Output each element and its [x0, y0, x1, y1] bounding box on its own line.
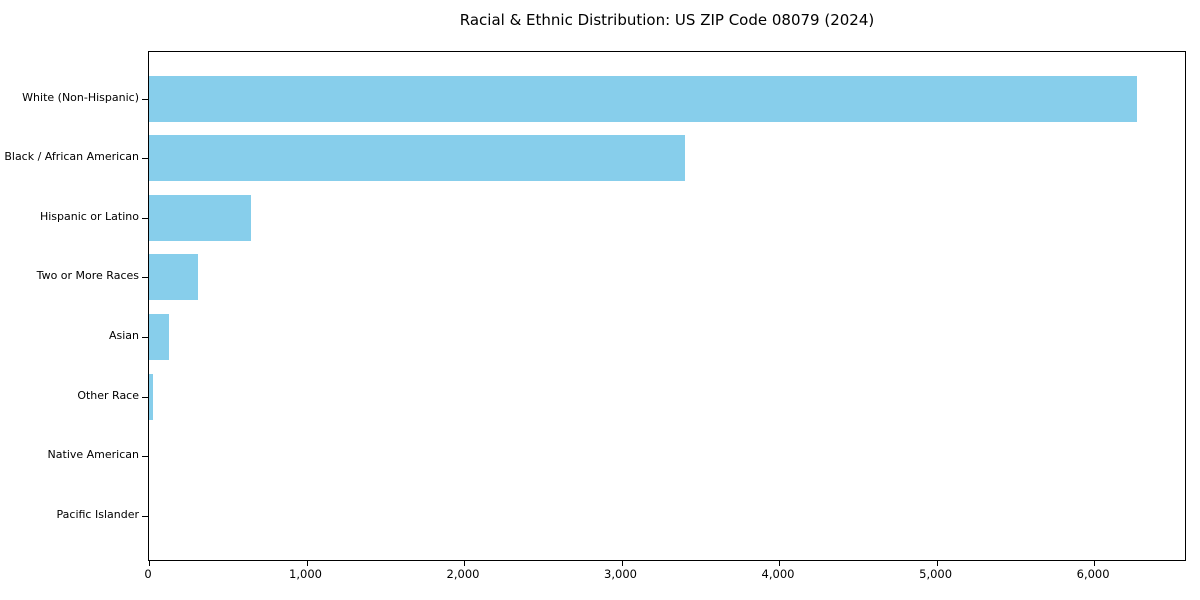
plot-area [142, 51, 1186, 566]
bar-asian [149, 314, 169, 361]
x-label-2000: 2,000 [446, 567, 480, 581]
x-tick-3000 [621, 560, 623, 566]
x-tick-5000 [936, 560, 938, 566]
x-tick-0 [149, 560, 150, 566]
bar-black-african-american [149, 135, 685, 182]
x-label-0: 0 [144, 567, 152, 581]
x-tick-4000 [779, 560, 780, 566]
y-label-asian: Asian [108, 329, 139, 343]
y-label-hispanic-or-latino: Hispanic or Latino [39, 209, 139, 223]
bar-hispanic-or-latino [149, 194, 251, 241]
bar-white-non-hispanic [149, 75, 1137, 122]
x-tick-6000 [1094, 560, 1096, 566]
y-label-two-or-more-races: Two or More Races [36, 269, 139, 283]
x-label-5000: 5,000 [919, 567, 953, 581]
y-tick-white-non-hispanic [142, 98, 148, 100]
y-label-other-race: Other Race [77, 388, 139, 402]
x-label-3000: 3,000 [604, 567, 637, 581]
y-label-pacific-islander: Pacific Islander [56, 508, 139, 521]
y-tick-pacific-islander [142, 516, 148, 517]
x-label-1000: 1,000 [289, 567, 322, 581]
bar-two-or-more-races [149, 254, 198, 301]
y-tick-native-american [142, 456, 148, 458]
bar-other-race [149, 373, 153, 420]
y-tick-hispanic-or-latino [142, 217, 148, 219]
x-tick-2000 [464, 560, 465, 566]
y-tick-two-or-more-races [142, 277, 148, 279]
chart-title: Racial & Ethnic Distribution: US ZIP Cod… [459, 11, 875, 29]
y-label-native-american: Native American [47, 448, 139, 462]
y-label-black-african-american: Black / African American [4, 150, 139, 164]
y-label-white-non-hispanic: White (Non-Hispanic) [22, 90, 139, 104]
y-tick-black-african-american [142, 158, 148, 160]
x-label-6000: 6,000 [1076, 567, 1110, 581]
y-tick-other-race [142, 396, 148, 398]
x-tick-1000 [306, 560, 308, 566]
y-tick-asian [142, 337, 148, 339]
x-label-4000: 4,000 [761, 567, 795, 581]
